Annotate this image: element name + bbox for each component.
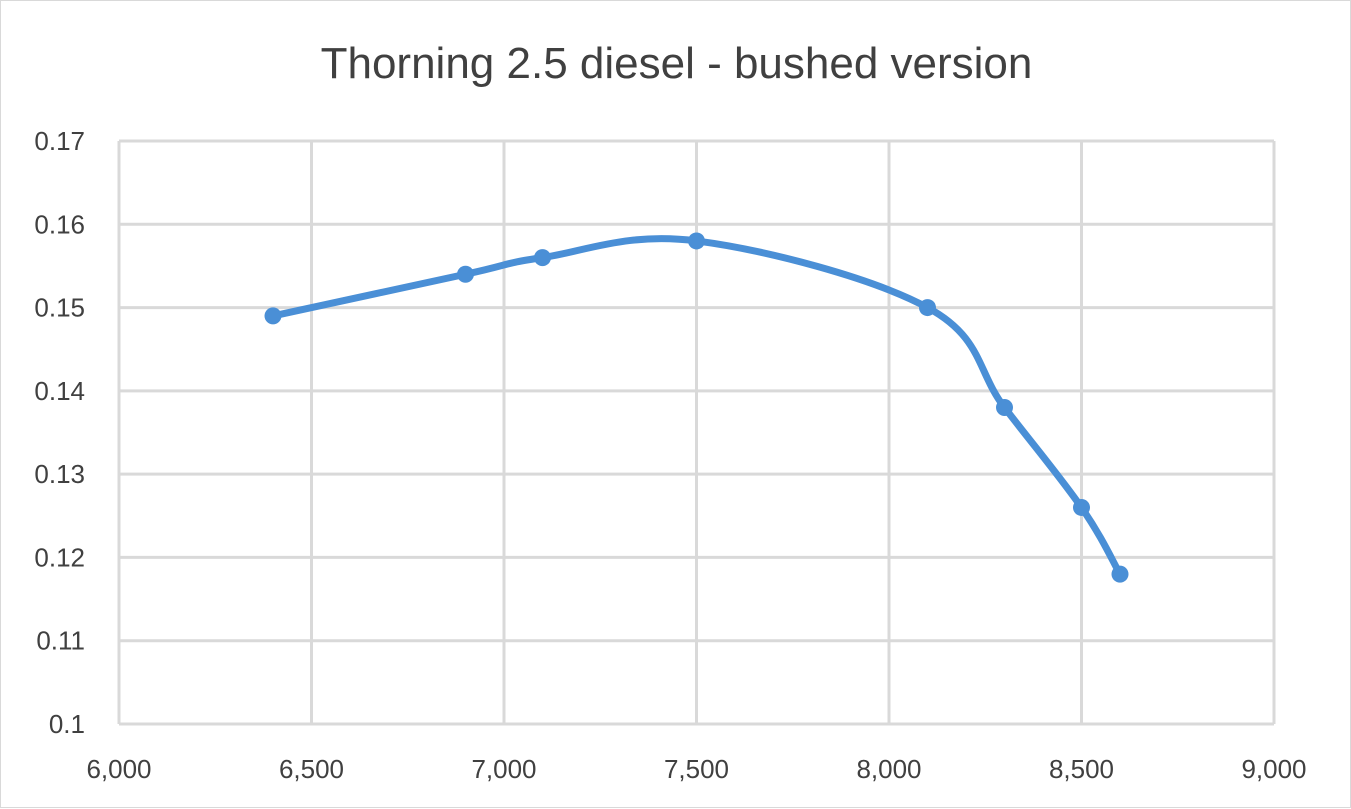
- y-tick-label: 0.17: [34, 126, 85, 156]
- y-tick-label: 0.14: [34, 376, 85, 406]
- data-point: [457, 265, 474, 283]
- y-tick-label: 0.1: [49, 709, 85, 739]
- axes: [117, 141, 1274, 726]
- x-tick-label: 9,000: [1241, 754, 1306, 784]
- data-point: [1111, 565, 1129, 583]
- grid-lines: [119, 139, 1276, 724]
- data-point: [264, 307, 282, 325]
- data-point: [688, 232, 705, 250]
- y-tick-label: 0.15: [34, 293, 85, 323]
- x-tick-label: 7,000: [471, 754, 536, 784]
- data-point: [1073, 498, 1090, 516]
- series-layer: [264, 232, 1129, 583]
- x-tick-label: 6,500: [279, 754, 344, 784]
- y-tick-label: 0.13: [34, 459, 85, 489]
- y-tick-labels: 0.1 0.11 0.12 0.13 0.14 0.15 0.16 0.17: [34, 126, 85, 739]
- data-point: [919, 299, 936, 317]
- data-point: [534, 249, 551, 267]
- x-tick-label: 7,500: [664, 754, 729, 784]
- x-tick-label: 6,000: [86, 754, 151, 784]
- y-tick-label: 0.11: [36, 626, 85, 656]
- y-tick-label: 0.12: [34, 542, 85, 572]
- chart-title: Thorning 2.5 diesel - bushed version: [320, 39, 1033, 88]
- x-tick-label: 8,500: [1049, 754, 1114, 784]
- y-tick-label: 0.16: [34, 209, 85, 239]
- data-point: [996, 399, 1013, 417]
- x-tick-labels: 6,000 6,500 7,000 7,500 8,000 8,500 9,000: [86, 754, 1306, 784]
- x-tick-label: 8,000: [856, 754, 921, 784]
